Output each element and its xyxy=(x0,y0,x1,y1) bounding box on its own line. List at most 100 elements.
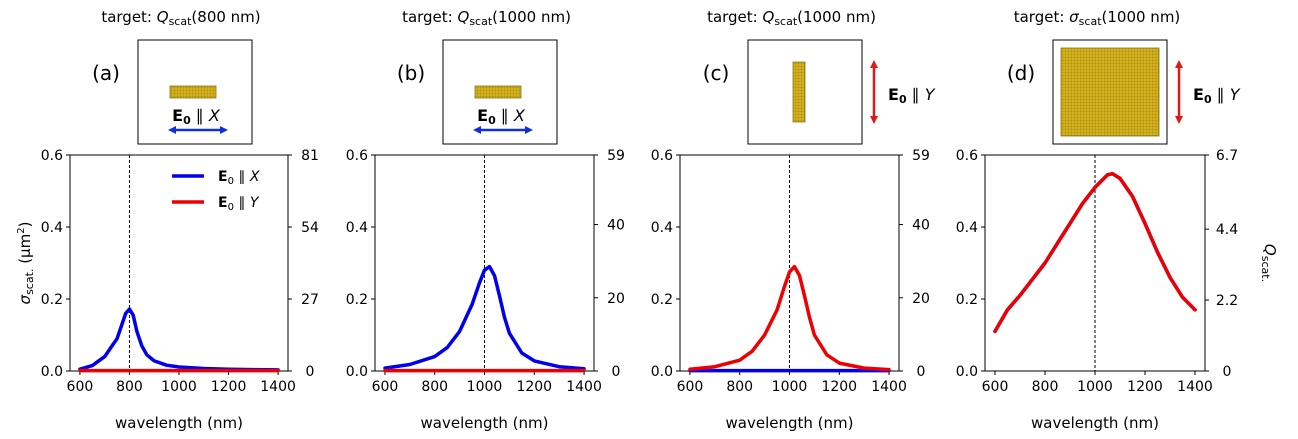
x-axis-label: wavelength (nm) xyxy=(1031,414,1159,432)
y-tick-label: 0.2 xyxy=(956,292,978,308)
polarization-label: E0 ∥ X xyxy=(172,106,221,127)
polarization-label: E0 ∥ Y xyxy=(1193,85,1241,106)
y-tick-label: 0.4 xyxy=(41,220,63,236)
y2-tick-label: 0 xyxy=(306,364,315,380)
y-tick-label: 0.2 xyxy=(41,292,63,308)
legend-parallel: ∥ xyxy=(234,195,250,211)
y2-tick-label: 59 xyxy=(912,148,930,164)
y-tick-label: 0.6 xyxy=(956,148,978,164)
y2-tick-label: 81 xyxy=(301,148,319,164)
series-line-y xyxy=(688,264,891,372)
title-argument: (800 nm) xyxy=(191,8,260,26)
label-axis: X xyxy=(513,106,526,125)
gold-rod-vertical xyxy=(792,61,806,123)
ylabel-subscript: scat. xyxy=(23,269,36,295)
panel-letter: (a) xyxy=(92,61,120,85)
x-tick-label: 600 xyxy=(677,379,704,395)
title-subscript: scat xyxy=(774,15,798,28)
label-subscript: 0 xyxy=(488,114,496,127)
y-tick-label: 0.6 xyxy=(41,148,63,164)
x-tick-label: 1400 xyxy=(871,379,907,395)
x-axis-label: wavelength (nm) xyxy=(726,414,854,432)
polarization-label: E0 ∥ X xyxy=(477,106,526,127)
ylabel-symbol: σ xyxy=(16,294,34,304)
label-axis: Y xyxy=(1230,85,1241,104)
x-tick-label: 1000 xyxy=(467,379,503,395)
y-tick-label: 0.0 xyxy=(651,364,673,380)
label-subscript: 0 xyxy=(1204,93,1212,106)
x-tick-label: 1400 xyxy=(566,379,602,395)
y-tick-label: 0.6 xyxy=(651,148,673,164)
polarization-arrowhead-up xyxy=(870,60,878,68)
polarization-arrowhead-up xyxy=(1175,60,1183,68)
x-axis-label: wavelength (nm) xyxy=(115,414,243,432)
gold-rod-horizontal xyxy=(169,85,217,99)
legend-field: E xyxy=(218,195,228,211)
y-tick-label: 0.2 xyxy=(346,292,368,308)
y2-tick-label: 40 xyxy=(607,218,625,234)
polarization-arrowhead-left xyxy=(473,126,481,134)
title-prefix: target: xyxy=(1014,8,1069,26)
y-tick-label: 0.0 xyxy=(346,364,368,380)
panel-title: target: Qscat(800 nm) xyxy=(101,8,260,28)
label-subscript: 0 xyxy=(183,114,191,127)
y-tick-label: 0.0 xyxy=(41,364,63,380)
label-parallel: ∥ xyxy=(1212,85,1230,104)
title-subscript: scat xyxy=(1079,15,1103,28)
y2-tick-label: 0 xyxy=(917,364,926,380)
y-axis-label-right: Qscat. xyxy=(1259,244,1279,282)
x-tick-label: 1200 xyxy=(821,379,857,395)
x-axis-label: wavelength (nm) xyxy=(421,414,549,432)
ylabel2-subscript: scat. xyxy=(1259,256,1272,282)
polarization-arrowhead-left xyxy=(168,126,176,134)
title-symbol: σ xyxy=(1069,8,1079,26)
y2-tick-label: 0 xyxy=(612,364,621,380)
y-tick-label: 0.0 xyxy=(956,364,978,380)
x-tick-label: 600 xyxy=(67,379,94,395)
legend-axis: X xyxy=(249,169,260,185)
y2-tick-label: 2.2 xyxy=(1216,293,1238,309)
polarization-arrowhead-down xyxy=(1175,116,1183,124)
label-axis: X xyxy=(208,106,221,125)
title-symbol: Q xyxy=(458,8,470,26)
polarization-arrowhead-right xyxy=(220,126,228,134)
gold-square xyxy=(1060,47,1160,137)
y-tick-label: 0.2 xyxy=(651,292,673,308)
title-argument: (1000 nm) xyxy=(492,8,571,26)
y-tick-label: 0.6 xyxy=(346,148,368,164)
y2-tick-label: 6.7 xyxy=(1216,148,1238,164)
label-subscript: 0 xyxy=(899,93,907,106)
polarization-arrowhead-right xyxy=(525,126,533,134)
x-tick-label: 1200 xyxy=(516,379,552,395)
legend-subscript: 0 xyxy=(228,176,234,187)
y2-tick-label: 54 xyxy=(301,220,319,236)
legend-axis: Y xyxy=(250,195,260,211)
x-tick-label: 600 xyxy=(982,379,1009,395)
y2-tick-label: 0 xyxy=(1223,364,1232,380)
panel-title: target: Qscat(1000 nm) xyxy=(707,8,876,28)
legend-label: E0 ∥ X xyxy=(218,169,260,187)
x-tick-label: 800 xyxy=(116,379,143,395)
y2-tick-label: 20 xyxy=(912,291,930,307)
label-parallel: ∥ xyxy=(191,106,209,125)
y-tick-label: 0.4 xyxy=(651,220,673,236)
label-parallel: ∥ xyxy=(907,85,925,104)
label-field: E xyxy=(477,106,488,125)
x-tick-label: 800 xyxy=(421,379,448,395)
x-tick-label: 1200 xyxy=(211,379,247,395)
panel-letter: (b) xyxy=(397,61,425,85)
plot-frame xyxy=(69,154,289,372)
title-argument: (1000 nm) xyxy=(1102,8,1181,26)
label-field: E xyxy=(888,85,899,104)
title-prefix: target: xyxy=(707,8,762,26)
panel-letter: (c) xyxy=(703,61,730,85)
x-tick-label: 1000 xyxy=(772,379,808,395)
series-line-x xyxy=(78,307,280,372)
panel-title: target: σscat(1000 nm) xyxy=(1014,8,1181,28)
y2-tick-label: 59 xyxy=(607,148,625,164)
